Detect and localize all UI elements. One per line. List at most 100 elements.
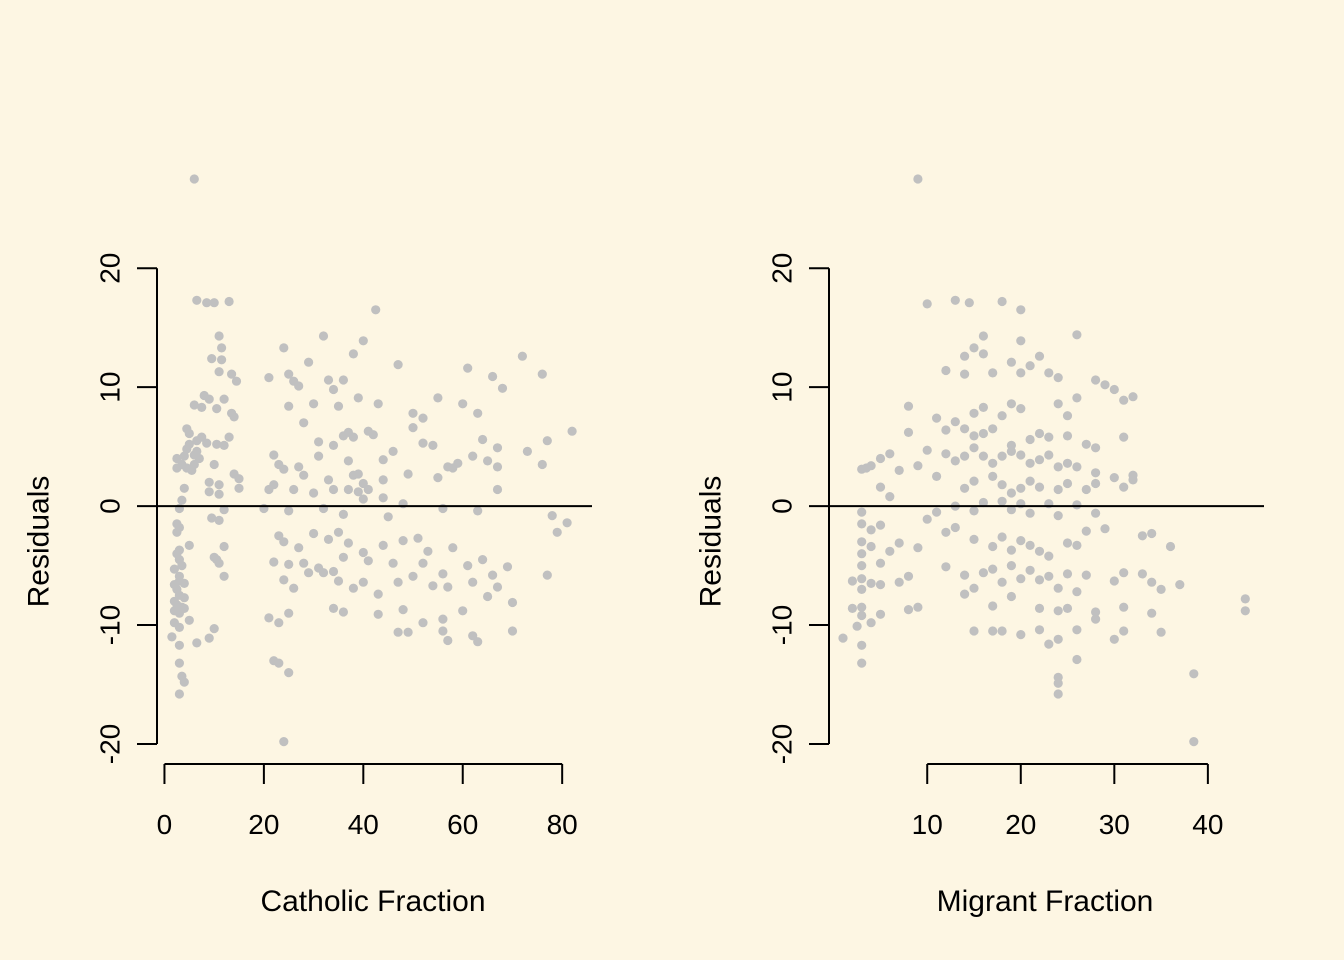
data-point	[1091, 443, 1101, 453]
data-point	[438, 614, 448, 624]
data-point	[177, 561, 187, 571]
data-point	[492, 443, 503, 453]
data-point	[269, 450, 279, 460]
data-point	[284, 668, 294, 678]
data-point	[174, 622, 184, 633]
data-point	[960, 424, 970, 434]
data-point	[192, 436, 202, 446]
data-point	[978, 428, 989, 439]
data-point	[875, 453, 886, 464]
data-point	[866, 461, 876, 471]
data-point	[458, 399, 468, 409]
data-point	[1109, 473, 1119, 483]
data-point	[894, 538, 904, 548]
y-axis-title: Residuals	[695, 476, 728, 608]
data-point	[1053, 462, 1063, 472]
data-point	[1034, 575, 1045, 585]
data-point	[398, 536, 408, 546]
data-point	[408, 423, 418, 433]
data-point	[1062, 478, 1073, 489]
data-point	[969, 626, 979, 636]
data-point	[960, 483, 970, 493]
data-point	[314, 437, 324, 447]
data-point	[184, 540, 194, 551]
data-point	[950, 417, 960, 427]
data-point	[167, 632, 177, 642]
data-point	[1016, 483, 1026, 493]
data-point	[941, 562, 951, 572]
data-point	[187, 465, 197, 475]
data-point	[913, 174, 923, 184]
data-point	[969, 443, 979, 453]
data-point	[438, 626, 448, 636]
data-point	[1025, 434, 1035, 445]
data-point	[1189, 737, 1199, 747]
data-point	[1016, 368, 1026, 378]
data-point	[378, 475, 388, 485]
data-point	[988, 424, 998, 434]
data-point	[333, 576, 344, 586]
data-point	[1147, 577, 1157, 587]
data-point	[214, 515, 224, 526]
data-point	[363, 484, 373, 495]
data-point	[857, 507, 867, 517]
data-point	[1062, 411, 1073, 421]
data-point	[1137, 569, 1147, 579]
data-point	[274, 618, 284, 628]
migrant-residuals-panel: -20 -10 0 10 20 10 20 30 40 Migrant Fraction Re…	[695, 174, 1264, 918]
data-point	[1091, 468, 1101, 478]
y-tick-label: 10	[767, 372, 798, 403]
data-point	[189, 174, 199, 184]
data-point	[289, 583, 299, 593]
data-point	[1165, 541, 1176, 552]
data-point	[373, 589, 383, 599]
data-point	[214, 480, 224, 490]
data-point	[1062, 431, 1073, 441]
data-point	[328, 384, 339, 395]
x-tick-label: 40	[348, 809, 379, 840]
data-point	[219, 571, 229, 581]
data-point	[857, 549, 867, 559]
data-point	[204, 633, 214, 643]
data-point	[542, 436, 552, 446]
data-point	[289, 376, 299, 386]
data-point	[418, 558, 428, 568]
data-point	[1044, 639, 1054, 649]
data-point	[279, 575, 289, 585]
data-point	[894, 465, 904, 475]
data-point	[857, 519, 867, 529]
data-point	[202, 298, 212, 308]
data-point	[358, 577, 368, 587]
data-point	[885, 449, 895, 459]
data-point	[857, 602, 867, 612]
data-point	[214, 558, 224, 568]
data-point	[542, 570, 552, 580]
data-point	[309, 399, 319, 409]
data-point	[353, 393, 363, 403]
data-point	[177, 495, 187, 505]
data-point	[1062, 538, 1073, 548]
data-point	[922, 514, 932, 524]
data-point	[219, 440, 229, 450]
data-point	[847, 576, 858, 586]
data-point	[174, 608, 184, 618]
data-point	[383, 512, 393, 522]
data-point	[468, 451, 478, 461]
data-point	[978, 331, 989, 341]
data-point	[443, 635, 453, 646]
data-point	[857, 640, 867, 650]
data-point	[537, 369, 547, 379]
data-point	[217, 343, 227, 353]
y-tick-label: 0	[95, 498, 126, 514]
data-point	[997, 480, 1007, 490]
data-point	[418, 618, 428, 628]
data-point	[997, 451, 1007, 461]
y-tick-label: 10	[95, 372, 126, 403]
y-tick-label: -20	[95, 724, 126, 764]
data-point	[204, 487, 214, 497]
data-point	[875, 580, 886, 590]
data-point	[323, 534, 334, 545]
data-point	[408, 571, 418, 581]
data-point	[1006, 488, 1017, 498]
data-point	[922, 445, 932, 455]
